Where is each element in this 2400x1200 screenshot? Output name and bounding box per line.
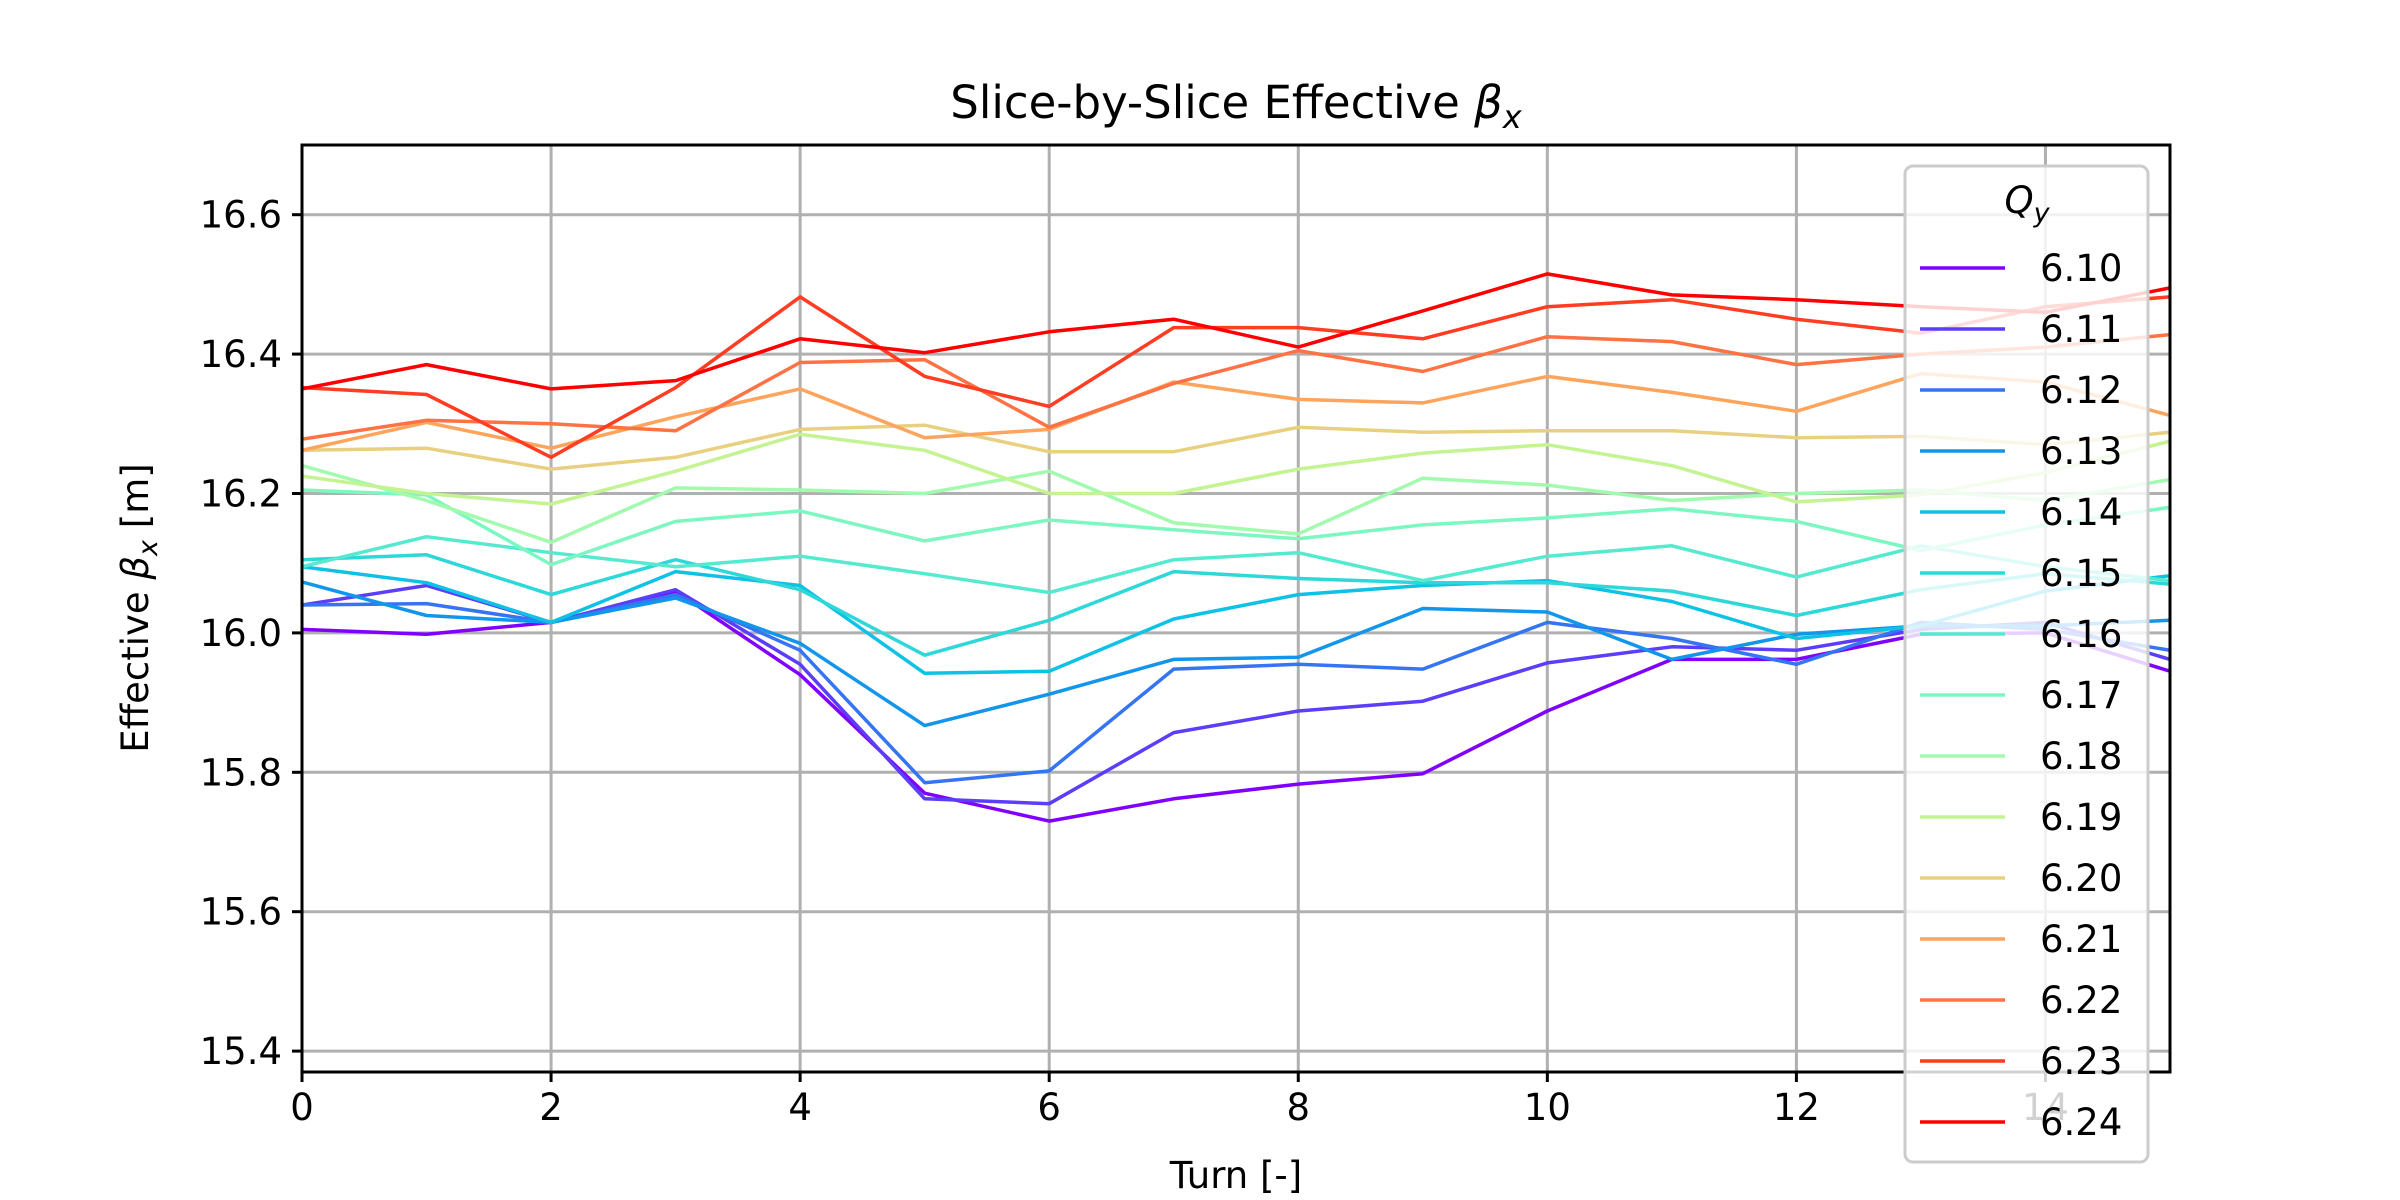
series-line-6.13 <box>302 580 2170 728</box>
legend-label: 6.14 <box>2040 491 2122 534</box>
x-tick-label: 8 <box>1286 1086 1310 1129</box>
series-line-6.18 <box>302 463 2170 545</box>
legend-label: 6.10 <box>2040 247 2122 290</box>
series-line-6.20 <box>302 423 2170 471</box>
x-tick-label: 0 <box>290 1086 314 1129</box>
y-tick-label: 16.0 <box>200 612 282 655</box>
legend-label: 6.11 <box>2040 308 2122 351</box>
series-line-6.11 <box>302 583 2170 806</box>
legend-entries: 6.10 6.11 6.12 6.13 6.14 6.15 6.16 6.17 6.18 6.19… <box>1920 247 2122 1144</box>
x-tick-label: 6 <box>1037 1086 1061 1129</box>
legend-label: 6.22 <box>2040 979 2122 1022</box>
y-tick-label: 16.4 <box>200 333 282 376</box>
x-axis-label: Turn [-] <box>1169 1154 1302 1197</box>
legend-label: 6.15 <box>2040 552 2122 595</box>
legend-title: Qy <box>2004 179 2050 229</box>
legend-label: 6.23 <box>2040 1040 2122 1083</box>
series-line-6.15 <box>302 553 2170 657</box>
legend-label: 6.18 <box>2040 735 2122 778</box>
y-tick-label: 16.2 <box>200 472 282 515</box>
y-tick-label: 15.8 <box>200 751 282 794</box>
legend-label: 6.20 <box>2040 857 2122 900</box>
series-line-6.22 <box>302 332 2170 441</box>
series-line-6.23 <box>302 295 2170 460</box>
legend-label: 6.21 <box>2040 918 2122 961</box>
series-line-6.16 <box>302 534 2170 595</box>
legend-label: 6.24 <box>2040 1101 2122 1144</box>
series-line-6.24 <box>302 272 2170 391</box>
legend-label: 6.17 <box>2040 674 2122 717</box>
legend-label: 6.12 <box>2040 369 2122 412</box>
y-tick-label: 15.4 <box>200 1030 282 1073</box>
x-tick-label: 4 <box>788 1086 812 1129</box>
y-tick-label: 15.6 <box>200 891 282 934</box>
legend-box <box>1903 164 2150 1164</box>
series-layer <box>302 272 2170 823</box>
series-line-6.19 <box>302 432 2170 506</box>
x-tick-label: 12 <box>1773 1086 1820 1129</box>
y-tick-label: 16.6 <box>200 194 282 237</box>
plot-frame <box>300 143 2172 1074</box>
series-line-6.17 <box>302 488 2170 567</box>
y-axis-label: Effective βx [m] <box>114 463 164 752</box>
series-line-6.14 <box>302 564 2170 676</box>
legend: Qy 6.106.116.126.136.146.156.166.176.186… <box>1903 164 2150 1164</box>
x-tick-label: 2 <box>539 1086 563 1129</box>
x-tick-label: 10 <box>1524 1086 1571 1129</box>
series-line-6.21 <box>302 371 2170 453</box>
chart-title: Slice-by-Slice Effective βx <box>950 76 1523 136</box>
legend-label: 6.16 <box>2040 613 2122 656</box>
legend-label: 6.19 <box>2040 796 2122 839</box>
legend-label: 6.13 <box>2040 430 2122 473</box>
